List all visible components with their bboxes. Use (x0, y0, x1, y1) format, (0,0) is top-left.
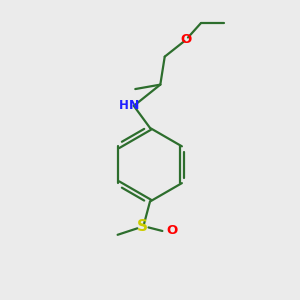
Text: N: N (129, 99, 139, 112)
Text: O: O (166, 224, 177, 238)
Text: O: O (180, 33, 191, 46)
Text: H: H (118, 99, 128, 112)
Text: S: S (137, 219, 148, 234)
